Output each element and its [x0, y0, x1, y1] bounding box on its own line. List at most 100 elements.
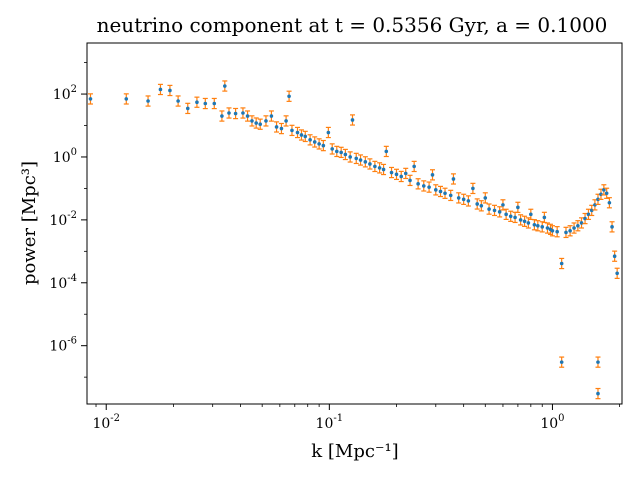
data-point [450, 173, 456, 185]
data-point [334, 145, 340, 158]
data-point [226, 107, 232, 119]
data-point [531, 219, 537, 231]
data-point [508, 210, 514, 222]
data-point [338, 146, 344, 159]
data-point [342, 148, 348, 161]
data-point [522, 215, 528, 227]
data-point [393, 168, 399, 181]
data-point [492, 204, 498, 217]
y-tick-label: 10-2 [49, 210, 77, 229]
data-point [320, 139, 326, 152]
data-point [302, 130, 308, 143]
x-tick-label: 100 [540, 413, 564, 432]
data-point [474, 198, 480, 210]
data-point [87, 93, 93, 105]
data-point [415, 178, 421, 190]
data-point [604, 187, 610, 199]
data-point [325, 126, 331, 139]
data-point [329, 143, 335, 155]
data-point [316, 138, 322, 150]
data-point [500, 199, 506, 211]
data-point [482, 192, 488, 204]
data-point [601, 184, 607, 196]
data-point [518, 214, 524, 226]
chart-title: neutrino component at t = 0.5356 Gyr, a … [97, 13, 608, 37]
x-tick-label: 10-2 [92, 413, 120, 432]
data-point [347, 151, 353, 163]
data-point [456, 192, 462, 204]
data-point [289, 124, 295, 137]
data-point [268, 110, 274, 122]
data-point [559, 257, 565, 270]
data-point [465, 195, 471, 207]
y-tick-label: 102 [53, 84, 77, 103]
data-point [219, 110, 225, 122]
data-point [579, 217, 585, 229]
data-point [367, 158, 373, 170]
data-point [185, 102, 191, 115]
data-point [426, 181, 432, 193]
data-point [563, 226, 569, 239]
data-point [438, 185, 444, 198]
data-point [257, 118, 263, 130]
data-point [222, 80, 228, 92]
data-point [612, 250, 618, 262]
data-point [606, 197, 612, 209]
data-point [377, 162, 383, 174]
data-point [571, 222, 577, 234]
data-point [278, 122, 284, 135]
data-point [512, 211, 518, 224]
data-points [87, 80, 620, 400]
data-point [307, 134, 313, 146]
data-point [442, 187, 448, 199]
data-point [470, 182, 476, 195]
data-point [515, 201, 521, 214]
data-point [595, 387, 601, 400]
data-point [528, 208, 534, 221]
data-point [202, 97, 208, 110]
data-point [372, 160, 378, 173]
data-point [554, 226, 560, 238]
data-point [595, 356, 601, 368]
data-point [145, 95, 151, 107]
data-point [535, 220, 541, 232]
data-point [286, 90, 292, 102]
data-point [497, 206, 503, 218]
x-tick-label: 10-1 [316, 413, 344, 432]
data-point [175, 95, 181, 107]
y-tick-label: 10-6 [49, 336, 77, 355]
data-point [541, 211, 547, 224]
data-point [194, 96, 200, 108]
data-point [157, 83, 163, 96]
data-point [407, 174, 413, 187]
data-point [448, 189, 454, 202]
data-point [503, 208, 509, 221]
data-point [353, 152, 359, 165]
data-point [461, 193, 467, 206]
plot-area [86, 42, 623, 405]
data-point [486, 203, 492, 215]
data-point [433, 184, 439, 196]
data-point [358, 154, 364, 166]
data-point [614, 267, 620, 279]
data-point [312, 136, 318, 148]
data-point [249, 115, 255, 127]
data-point [421, 180, 427, 192]
data-point [362, 156, 368, 168]
y-tick-label: 100 [53, 147, 77, 166]
data-point [167, 84, 173, 97]
data-point [383, 145, 389, 158]
data-point [582, 212, 588, 225]
data-point [211, 97, 217, 110]
data-point [298, 129, 304, 141]
data-point [430, 169, 436, 181]
data-point [549, 225, 555, 237]
data-point [240, 107, 246, 119]
data-point [609, 221, 615, 233]
data-point [274, 121, 280, 133]
y-tick-label: 10-4 [49, 273, 77, 292]
data-point [381, 163, 387, 176]
data-point [398, 170, 404, 183]
data-point [283, 115, 289, 127]
